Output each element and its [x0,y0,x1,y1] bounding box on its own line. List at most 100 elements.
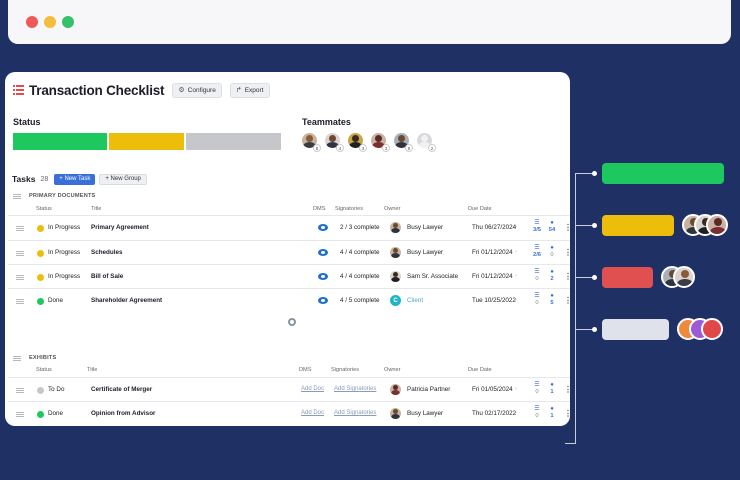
signatories-status[interactable]: 2 / 3 complete [340,224,380,231]
dms-icon[interactable] [318,273,328,280]
status-bar-in-progress[interactable] [109,133,184,150]
signatories-status[interactable]: 4 / 5 complete [340,297,380,304]
teammate-badge: 8 [313,144,321,152]
due-date[interactable]: Fri 01/12/2024 [472,273,513,280]
drag-handle-icon[interactable] [16,388,24,393]
table-row[interactable]: To Do Certificate of Merger Add Doc Add … [8,377,570,401]
add-doc-link[interactable]: Add Doc [301,386,325,392]
col-signatories[interactable]: Signatories [331,367,359,373]
task-title[interactable]: Opinion from Advisor [91,410,156,417]
more-menu-icon[interactable]: ⋮ [564,409,570,418]
signatories-status[interactable]: 4 / 4 complete [340,249,380,256]
subtasks-counter[interactable]: ☰ 2/6 [530,245,544,259]
more-menu-icon[interactable]: ⋮ [564,296,570,305]
more-menu-icon[interactable]: ⋮ [564,272,570,281]
task-title[interactable]: Schedules [91,249,123,256]
dms-icon[interactable] [318,297,328,304]
table-row[interactable]: In Progress Schedules 4 / 4 complete Bus… [8,240,570,264]
maximize-dot[interactable] [62,16,74,28]
add-group-icon[interactable] [288,318,296,326]
owner-name[interactable]: Patricia Partner [407,386,451,393]
due-date[interactable]: Thu 02/17/2022 [472,410,517,417]
drag-handle-icon[interactable] [13,193,21,199]
col-due-date[interactable]: Due Date [468,206,492,212]
more-menu-icon[interactable]: ⋮ [564,223,570,232]
table-row[interactable]: Done Opinion from Advisor Add Doc Add Si… [8,401,570,425]
drag-handle-icon[interactable] [16,275,24,280]
drag-handle-icon[interactable] [16,226,24,231]
more-menu-icon[interactable]: ⋮ [564,385,570,394]
group-header[interactable]: EXHIBITS [13,351,56,365]
status-text[interactable]: In Progress [48,273,81,280]
minimize-dot[interactable] [44,16,56,28]
drag-handle-icon[interactable] [16,251,24,256]
group-header[interactable]: PRIMARY DOCUMENTS [13,189,96,203]
comments-counter[interactable]: ● 1 [545,382,559,396]
comments-counter[interactable]: ● 2 [545,269,559,283]
export-button[interactable]: ↱ Export [229,82,270,98]
status-dot [37,274,44,281]
subtasks-counter[interactable]: ☰ 0 [530,406,544,420]
add-doc-link[interactable]: Add Doc [301,410,325,416]
status-bar-todo[interactable] [186,133,281,150]
col-owner[interactable]: Owner [384,367,401,373]
legend-bar-green [602,163,724,184]
col-dms[interactable]: DMS [313,206,326,212]
drag-handle-icon[interactable] [16,299,24,304]
dms-icon[interactable] [318,249,328,256]
status-text[interactable]: In Progress [48,224,81,231]
drag-handle-icon[interactable] [13,355,21,361]
drag-handle-icon[interactable] [16,412,24,417]
status-bar-done[interactable] [13,133,107,150]
owner-name[interactable]: Busy Lawyer [407,224,444,231]
add-signatories-link[interactable]: Add Signatories [334,410,377,416]
owner-name[interactable]: Sam Sr. Associate [407,273,459,280]
table-row[interactable]: Done Shareholder Agreement 4 / 5 complet… [8,288,570,312]
due-date[interactable]: Fri 01/12/2024 [472,249,513,256]
task-title[interactable]: Bill of Sale [91,273,124,280]
col-due-date[interactable]: Due Date [468,367,492,373]
new-task-button[interactable]: + New Task [54,173,96,185]
configure-button[interactable]: ⚙ Configure [172,82,222,98]
table-row[interactable]: In Progress Bill of Sale 4 / 4 complete … [8,264,570,288]
status-text[interactable]: To Do [48,386,65,393]
status-text[interactable]: In Progress [48,249,81,256]
due-date[interactable]: Thu 06/27/2024 [472,224,517,231]
due-date[interactable]: Tue 10/25/2022 [472,297,516,304]
owner-initial-avatar: C [390,295,401,306]
col-title[interactable]: Title [91,206,102,212]
close-dot[interactable] [26,16,38,28]
subtasks-counter[interactable]: ☰ 0 [530,382,544,396]
subtasks-icon: ☰ [534,269,540,275]
dms-icon[interactable] [318,224,328,231]
task-title[interactable]: Primary Agreement [91,224,149,231]
signatories-status[interactable]: 4 / 4 complete [340,273,380,280]
status-text[interactable]: Done [48,297,64,304]
subtasks-counter[interactable]: ☰ 0 [530,293,544,307]
chevron-right-icon: › [515,297,517,303]
comments-counter[interactable]: ● 1 [545,406,559,420]
status-dot [37,250,44,257]
more-menu-icon[interactable]: ⋮ [564,248,570,257]
owner-name[interactable]: Client [407,297,424,304]
col-signatories[interactable]: Signatories [335,206,363,212]
col-title[interactable]: Title [87,367,98,373]
owner-name[interactable]: Busy Lawyer [407,249,444,256]
new-group-button[interactable]: + New Group [99,173,147,185]
comments-counter[interactable]: ● 0 [545,245,559,259]
status-text[interactable]: Done [48,410,64,417]
add-signatories-link[interactable]: Add Signatories [334,386,377,392]
col-dms[interactable]: DMS [299,367,312,373]
table-row[interactable]: In Progress Primary Agreement 2 / 3 comp… [8,215,570,239]
col-status[interactable]: Status [36,206,52,212]
due-date[interactable]: Fri 01/05/2024 [472,386,513,393]
subtasks-counter[interactable]: ☰ 3/5 [530,220,544,234]
col-status[interactable]: Status [36,367,52,373]
owner-name[interactable]: Busy Lawyer [407,410,444,417]
task-title[interactable]: Shareholder Agreement [91,297,163,304]
comments-counter[interactable]: ● 5 [545,293,559,307]
subtasks-counter[interactable]: ☰ 0 [530,269,544,283]
comments-counter[interactable]: ● 54 [545,220,559,234]
task-title[interactable]: Certificate of Merger [91,386,153,393]
col-owner[interactable]: Owner [384,206,401,212]
